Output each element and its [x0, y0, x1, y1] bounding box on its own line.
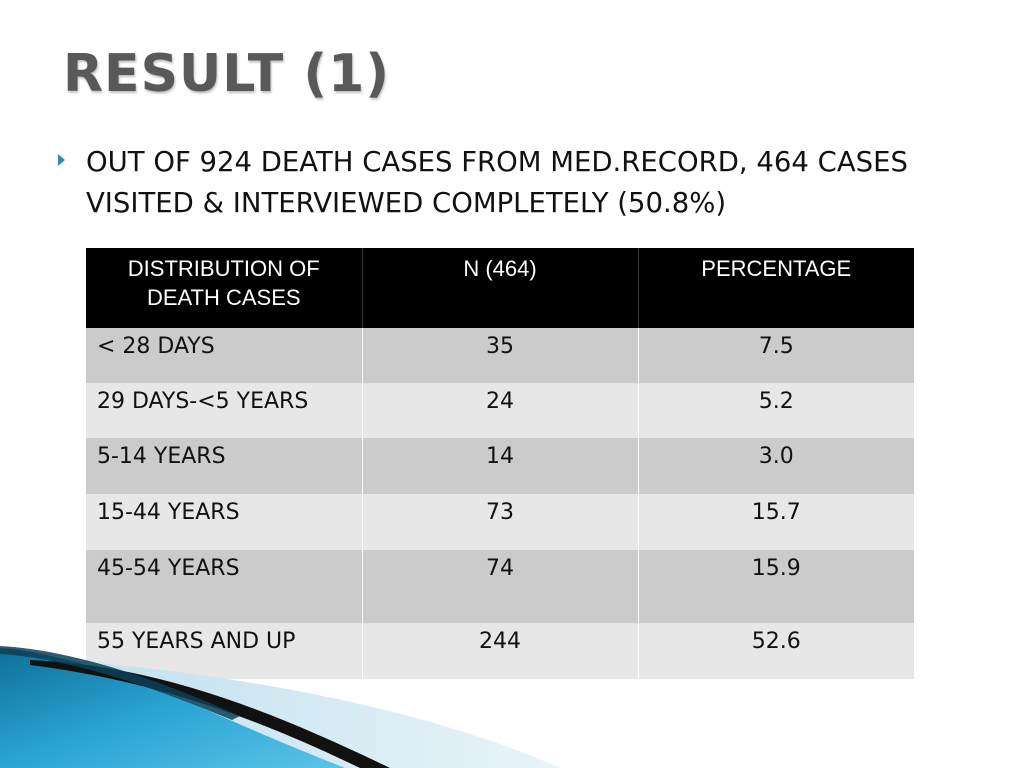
row-percentage: 7.5 — [638, 328, 914, 383]
bullet-text: OUT OF 924 DEATH CASES FROM MED.RECORD, … — [86, 146, 908, 219]
row-label: 45-54 YEARS — [86, 550, 363, 623]
row-n: 35 — [362, 328, 639, 383]
black-swoosh — [30, 660, 390, 768]
slide-title: RESULT (1) — [63, 44, 391, 104]
row-percentage: 15.7 — [638, 494, 914, 550]
table-row: < 28 DAYS 35 7.5 — [86, 328, 914, 383]
row-label: 5-14 YEARS — [86, 438, 363, 494]
row-n: 74 — [362, 550, 639, 623]
row-label: 15-44 YEARS — [86, 494, 363, 550]
row-label: 29 DAYS-<5 YEARS — [86, 383, 363, 438]
bullet-arrow-icon — [58, 154, 65, 166]
row-n: 14 — [362, 438, 639, 494]
death-distribution-table: DISTRIBUTION OF DEATH CASES N (464) PERC… — [86, 248, 914, 679]
table-row: 5-14 YEARS 14 3.0 — [86, 438, 914, 494]
row-n: 24 — [362, 383, 639, 438]
row-label: < 28 DAYS — [86, 328, 363, 383]
table-row: 29 DAYS-<5 YEARS 24 5.2 — [86, 383, 914, 438]
row-percentage: 5.2 — [638, 383, 914, 438]
row-n: 244 — [362, 623, 639, 679]
row-percentage: 3.0 — [638, 438, 914, 494]
bullet-item: OUT OF 924 DEATH CASES FROM MED.RECORD, … — [58, 142, 978, 224]
row-percentage: 15.9 — [638, 550, 914, 623]
header-n: N (464) — [362, 248, 639, 328]
header-percentage: PERCENTAGE — [638, 248, 914, 328]
dark-edge — [0, 646, 240, 720]
table-header-row: DISTRIBUTION OF DEATH CASES N (464) PERC… — [86, 248, 914, 328]
header-distribution: DISTRIBUTION OF DEATH CASES — [86, 248, 363, 328]
table-row: 45-54 YEARS 74 15.9 — [86, 550, 914, 623]
row-percentage: 52.6 — [638, 623, 914, 679]
blue-wave — [0, 648, 345, 768]
row-n: 73 — [362, 494, 639, 550]
table-row: 15-44 YEARS 73 15.7 — [86, 494, 914, 550]
